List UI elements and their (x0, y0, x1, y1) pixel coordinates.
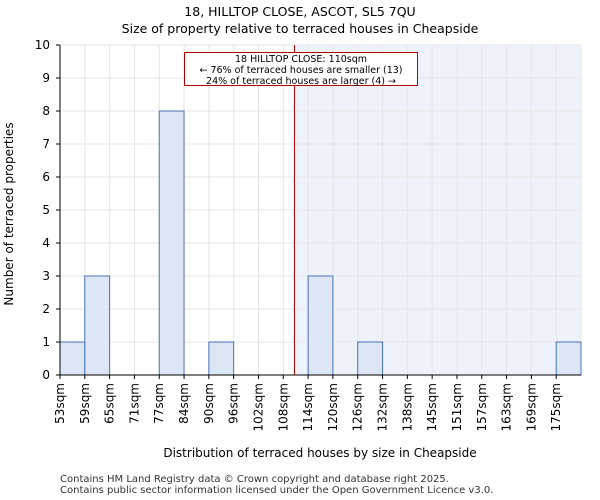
annotation-line-1: 18 HILLTOP CLOSE: 110sqm (234, 54, 368, 65)
y-tick-label: 2 (42, 302, 50, 316)
y-tick-label: 0 (42, 368, 50, 382)
bar-175sqm (555, 341, 582, 376)
footer-copyright: Contains HM Land Registry data © Crown c… (60, 474, 449, 485)
x-tick-label: 96sqm (227, 383, 241, 424)
bar-59sqm (84, 275, 111, 376)
property-annotation-box: 18 HILLTOP CLOSE: 110sqm ← 76% of terrac… (184, 52, 418, 87)
bar-77sqm (158, 110, 185, 376)
y-tick-label: 4 (42, 236, 50, 250)
x-tick-label: 59sqm (78, 383, 92, 424)
y-tick-label: 5 (42, 203, 50, 217)
y-tick-label: 8 (42, 104, 50, 118)
bar-126sqm (357, 341, 384, 376)
x-tick-label: 108sqm (276, 383, 290, 431)
x-tick-label: 84sqm (177, 383, 191, 424)
x-tick-label: 169sqm (524, 383, 538, 431)
bar-90sqm (208, 341, 235, 376)
y-tick-label: 9 (42, 71, 50, 85)
x-tick-label: 114sqm (301, 383, 315, 431)
x-tick-label: 151sqm (450, 383, 464, 431)
x-tick-label: 90sqm (202, 383, 216, 424)
chart-title-address: 18, HILLTOP CLOSE, ASCOT, SL5 7QU (184, 4, 416, 19)
x-tick-label: 157sqm (475, 383, 489, 431)
chart-title-subtitle: Size of property relative to terraced ho… (121, 21, 479, 36)
annotation-line-3: 24% of terraced houses are larger (4) → (206, 76, 396, 87)
x-tick-label: 77sqm (152, 383, 166, 424)
x-tick-label: 175sqm (549, 383, 563, 431)
x-tick-label: 65sqm (103, 383, 117, 424)
bar-114sqm (307, 275, 334, 376)
y-axis-label: Number of terraced properties (2, 122, 16, 305)
x-tick-label: 102sqm (251, 383, 265, 431)
x-tick-label: 120sqm (326, 383, 340, 431)
y-tick-label: 3 (42, 269, 50, 283)
y-tick-label: 7 (42, 137, 50, 151)
x-tick-label: 126sqm (351, 383, 365, 431)
y-tick-label: 10 (35, 38, 50, 52)
y-tick-label: 6 (42, 170, 50, 184)
annotation-line-2: ← 76% of terraced houses are smaller (13… (199, 65, 403, 76)
x-axis-label: Distribution of terraced houses by size … (163, 446, 476, 460)
x-tick-label: 53sqm (53, 383, 67, 424)
x-tick-label: 163sqm (500, 383, 514, 431)
x-tick-label: 145sqm (425, 383, 439, 431)
footer-licence: Contains public sector information licen… (60, 485, 494, 496)
y-tick-label: 1 (42, 335, 50, 349)
x-tick-label: 71sqm (127, 383, 141, 424)
x-tick-label: 138sqm (400, 383, 414, 431)
x-tick-label: 132sqm (376, 383, 390, 431)
bar-53sqm (59, 341, 86, 376)
